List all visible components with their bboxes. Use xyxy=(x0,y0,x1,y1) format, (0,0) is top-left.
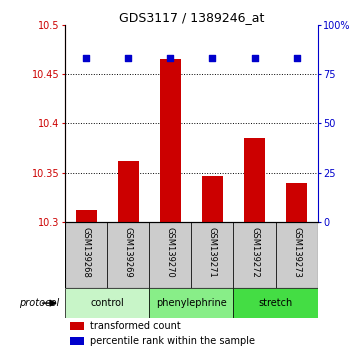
Bar xyxy=(234,222,275,288)
Bar xyxy=(75,210,96,222)
Bar xyxy=(65,222,107,288)
Point xyxy=(83,56,89,61)
Title: GDS3117 / 1389246_at: GDS3117 / 1389246_at xyxy=(119,11,264,24)
Text: GSM139272: GSM139272 xyxy=(250,227,259,278)
Bar xyxy=(149,288,234,319)
Text: GSM139268: GSM139268 xyxy=(82,227,91,278)
Text: control: control xyxy=(90,298,124,308)
Bar xyxy=(275,222,318,288)
Text: transformed count: transformed count xyxy=(90,321,181,331)
Bar xyxy=(191,222,234,288)
Text: stretch: stretch xyxy=(258,298,293,308)
Bar xyxy=(70,337,84,345)
Point xyxy=(209,56,215,61)
Point xyxy=(125,56,131,61)
Text: percentile rank within the sample: percentile rank within the sample xyxy=(90,336,255,346)
Bar xyxy=(107,222,149,288)
Bar xyxy=(70,322,84,330)
Text: protocol: protocol xyxy=(19,298,60,308)
Point xyxy=(294,56,300,61)
Bar xyxy=(160,59,181,222)
Text: GSM139271: GSM139271 xyxy=(208,227,217,278)
Text: phenylephrine: phenylephrine xyxy=(156,298,227,308)
Bar xyxy=(244,138,265,222)
Bar xyxy=(149,222,191,288)
Text: GSM139269: GSM139269 xyxy=(124,227,132,278)
Point xyxy=(168,56,173,61)
Text: GSM139270: GSM139270 xyxy=(166,227,175,278)
Point xyxy=(252,56,257,61)
Bar xyxy=(286,183,307,222)
Bar xyxy=(65,288,149,319)
Bar xyxy=(202,176,223,222)
Bar xyxy=(118,161,139,222)
Bar xyxy=(234,288,318,319)
Text: GSM139273: GSM139273 xyxy=(292,227,301,278)
Bar xyxy=(65,222,318,288)
